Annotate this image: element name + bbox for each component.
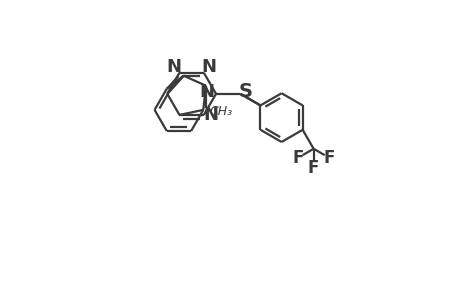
Text: N: N [202,106,218,124]
Text: CH₃: CH₃ [209,105,232,118]
Text: F: F [307,159,319,177]
Text: F: F [291,149,303,167]
Text: N: N [199,83,213,101]
Text: F: F [323,149,335,167]
Text: S: S [238,82,252,101]
Text: N: N [166,58,181,76]
Text: N: N [201,58,216,76]
